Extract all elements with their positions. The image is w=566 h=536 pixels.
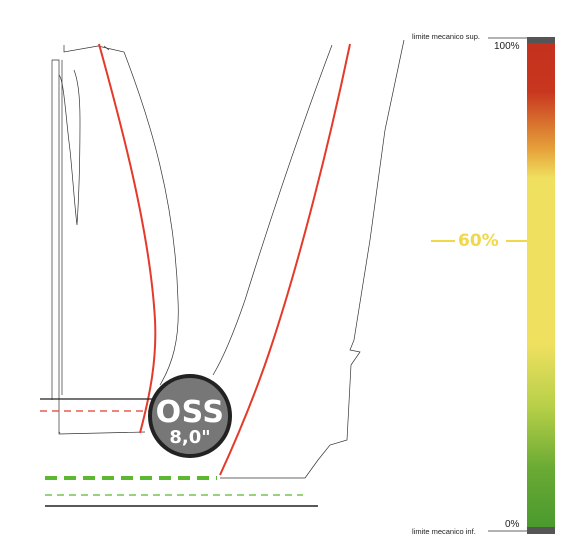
gauge-bottom-cap (527, 527, 555, 534)
lower-mechanical-limit-label: limite mecanico inf. (412, 527, 476, 536)
upper-tube-outline (51, 45, 179, 435)
gauge-min-label: 0% (505, 519, 520, 530)
upper-mechanical-limit-label: limite mecanico sup. (412, 32, 480, 41)
lower-leg-outline (212, 39, 405, 479)
gauge-level-label: 60% (458, 231, 499, 251)
gauge-max-label: 100% (494, 41, 520, 52)
gauge-top-cap (527, 37, 555, 43)
gauge-bar (527, 43, 555, 527)
oss-badge (148, 374, 232, 458)
upper-tube-red-edge (98, 43, 157, 434)
oss-badge-title: OSS (155, 395, 225, 430)
oss-badge-value: 8,0" (169, 427, 211, 448)
lower-leg-red-edge (219, 43, 351, 476)
